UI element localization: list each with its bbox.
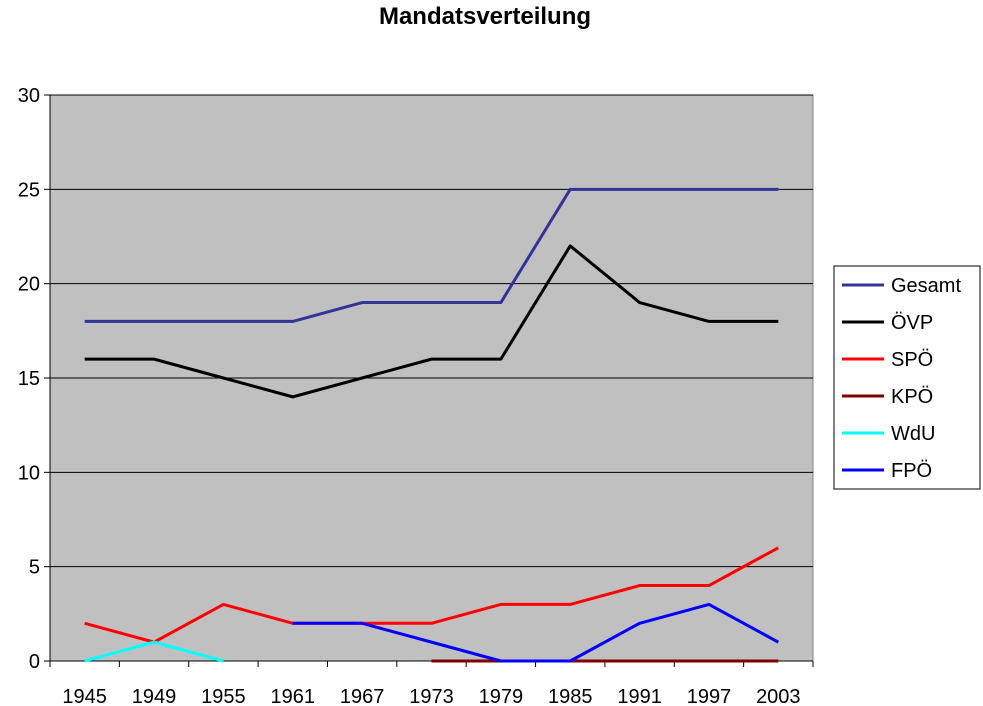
axes: 0 5 10 15 20 25 30 1945 1949 1955 1961 1967 1973 1979…: [18, 85, 814, 706]
legend-label-gesamt: Gesamt: [891, 275, 961, 297]
series-line-gesamt: [84, 187, 779, 323]
series-lines: [84, 187, 780, 663]
y-tick-label: 25: [18, 179, 40, 201]
x-tick-label: 1991: [617, 686, 662, 706]
y-tick-label: 10: [18, 462, 40, 484]
series-line-spoe: [84, 546, 780, 644]
x-tick-label: 1973: [409, 686, 454, 706]
chart-title: Mandatsverteilung: [379, 3, 591, 30]
series-line-wdu: [84, 640, 224, 663]
x-tick-label: 1949: [132, 686, 177, 706]
x-tick-label: 1985: [548, 686, 593, 706]
y-tick-label: 5: [29, 557, 40, 579]
x-tick-label: 1961: [271, 686, 316, 706]
series-line-fpoe: [292, 602, 780, 663]
legend-label-spoe: SPÖ: [891, 349, 933, 371]
series-line-oevp: [84, 244, 779, 399]
legend-label-fpoe: FPÖ: [891, 460, 932, 482]
gridlines: [50, 94, 813, 568]
x-tick-label: 1997: [687, 686, 732, 706]
y-tick-label: 20: [18, 274, 40, 296]
legend-label-wdu: WdU: [891, 423, 935, 445]
x-tick-label: 1955: [201, 686, 246, 706]
legend-box: [833, 265, 981, 490]
y-tick-label: 30: [18, 85, 40, 107]
x-tick-label: 1967: [340, 686, 385, 706]
y-tick-label: 0: [29, 651, 40, 673]
x-tick-label: 2003: [756, 686, 801, 706]
x-tick-label: 1945: [62, 686, 107, 706]
legend: Gesamt ÖVP SPÖ KPÖ WdU FPÖ: [833, 265, 981, 490]
legend-label-oevp: ÖVP: [891, 312, 933, 334]
legend-label-kpoe: KPÖ: [891, 386, 933, 408]
y-tick-label: 15: [18, 368, 40, 390]
x-tick-label: 1979: [479, 686, 524, 706]
